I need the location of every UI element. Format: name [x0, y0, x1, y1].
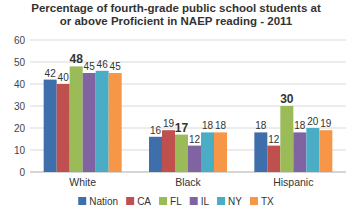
y-tick-label: 20 — [14, 123, 26, 134]
y-tick-label: 10 — [14, 145, 26, 156]
legend-label: TX — [261, 196, 274, 207]
data-label: 18 — [202, 120, 214, 131]
data-label: 17 — [175, 121, 189, 135]
legend-swatch — [217, 197, 225, 205]
bar — [319, 130, 332, 172]
y-tick-label: 40 — [14, 79, 26, 90]
x-tick-label: Black — [175, 176, 201, 188]
data-label: 48 — [69, 52, 83, 66]
chart: 0102030405060424048454645161917121818181… — [0, 0, 352, 211]
data-label: 30 — [280, 92, 294, 106]
bar — [201, 132, 214, 172]
legend-label: FL — [170, 196, 182, 207]
legend-label: NY — [228, 196, 242, 207]
data-label: 20 — [307, 116, 319, 127]
legend-label: IL — [201, 196, 210, 207]
legend-swatch — [78, 197, 86, 205]
data-label: 16 — [150, 125, 162, 136]
data-label: 40 — [58, 72, 70, 83]
bar — [70, 66, 83, 172]
data-label: 45 — [110, 61, 122, 72]
bar — [109, 73, 122, 172]
data-label: 18 — [215, 120, 227, 131]
legend-swatch — [250, 197, 258, 205]
bar — [254, 132, 267, 172]
legend-label: CA — [137, 196, 151, 207]
bar — [162, 130, 175, 172]
y-tick-label: 60 — [14, 35, 26, 46]
legend-label: Nation — [89, 196, 118, 207]
bar — [280, 106, 293, 172]
bar — [306, 128, 319, 172]
bar — [44, 80, 57, 172]
y-tick-label: 30 — [14, 101, 26, 112]
legend-swatch — [126, 197, 134, 205]
y-tick-label: 0 — [19, 167, 25, 178]
data-label: 18 — [255, 120, 267, 131]
legend-swatch — [159, 197, 167, 205]
legend-swatch — [190, 197, 198, 205]
data-label: 19 — [320, 118, 332, 129]
bar — [57, 84, 70, 172]
data-label: 45 — [84, 61, 96, 72]
x-tick-label: White — [69, 176, 96, 188]
data-label: 42 — [45, 68, 57, 79]
data-label: 46 — [97, 59, 109, 70]
legend: Nation CA FL IL NY TX — [78, 196, 274, 207]
bar — [267, 146, 280, 172]
data-label: 12 — [268, 134, 280, 145]
bar — [214, 132, 227, 172]
bar — [188, 146, 201, 172]
bars — [44, 66, 333, 172]
data-labels: 424048454645161917121818181230182019 — [45, 52, 332, 144]
bar — [96, 71, 109, 172]
chart-title: Percentage of fourth-grade public school… — [30, 2, 322, 28]
bar — [293, 132, 306, 172]
grid-line — [30, 40, 346, 41]
bar — [175, 135, 188, 172]
bar — [83, 73, 96, 172]
data-label: 12 — [189, 134, 201, 145]
data-label: 19 — [163, 118, 175, 129]
bar — [149, 137, 162, 172]
x-tick-label: Hispanic — [273, 176, 313, 188]
y-tick-label: 50 — [14, 57, 26, 68]
data-label: 18 — [294, 120, 306, 131]
